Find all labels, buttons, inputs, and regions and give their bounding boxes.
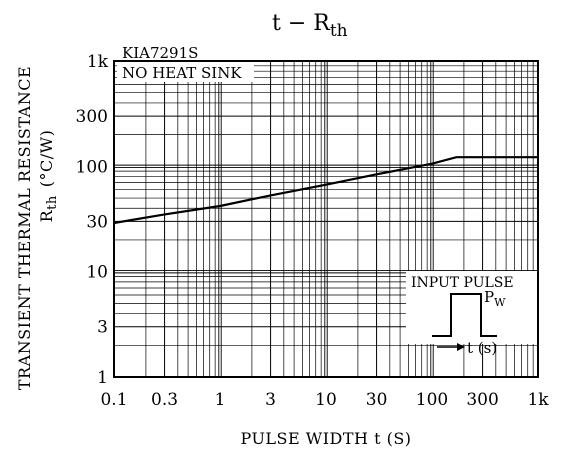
y-tick-labels: 1 3 10 30 100 300 1k bbox=[76, 52, 109, 388]
y-tick-label: 1k bbox=[87, 52, 109, 72]
x-tick-label: 0.3 bbox=[151, 390, 178, 410]
x-tick-label: 100 bbox=[416, 390, 448, 410]
x-tick-label: 1k bbox=[527, 390, 549, 410]
condition-label-bg bbox=[117, 62, 254, 82]
y-axis-rth-sub: th bbox=[45, 195, 60, 210]
chart-title: t − Rth bbox=[272, 11, 348, 41]
y-axis-rth-main: R bbox=[37, 209, 56, 222]
pulse-shape bbox=[432, 293, 497, 337]
x-tick-label: 3 bbox=[265, 390, 276, 410]
x-tick-label: 0.1 bbox=[100, 390, 127, 410]
y-tick-label: 300 bbox=[76, 107, 108, 127]
y-tick-label: 30 bbox=[86, 212, 108, 232]
condition-label: NO HEAT SINK bbox=[122, 64, 242, 82]
y-tick-label: 10 bbox=[86, 263, 108, 283]
chart-title-main: t − R bbox=[272, 11, 331, 36]
x-tick-label: 10 bbox=[315, 390, 337, 410]
y-axis-title-line2: Rth (°C/W) bbox=[37, 130, 60, 223]
time-axis-label: t (s) bbox=[467, 339, 497, 357]
y-tick-label: 1 bbox=[97, 368, 108, 388]
x-axis-title: PULSE WIDTH t (S) bbox=[240, 429, 411, 448]
chart-title-sub: th bbox=[330, 21, 348, 41]
plot-frame bbox=[113, 60, 539, 378]
inset-title: INPUT PULSE bbox=[411, 275, 514, 291]
x-tick-label: 30 bbox=[366, 390, 388, 410]
y-axis-unit: (°C/W) bbox=[37, 130, 56, 188]
pulse-width-label: PW bbox=[484, 288, 506, 309]
part-label: KIA7291S bbox=[122, 44, 198, 62]
time-arrow-head bbox=[457, 343, 465, 351]
y-axis-title-line1: TRANSIENT THERMAL RESISTANCE bbox=[15, 66, 34, 390]
y-tick-label: 3 bbox=[97, 318, 108, 338]
x-tick-label: 1 bbox=[215, 390, 226, 410]
input-pulse-inset: INPUT PULSE PW t (s) bbox=[406, 271, 537, 357]
inset-box bbox=[406, 271, 537, 344]
series-line bbox=[113, 156, 538, 225]
y-tick-label: 100 bbox=[76, 157, 108, 177]
x-tick-label: 300 bbox=[466, 390, 498, 410]
x-tick-labels: 0.1 0.3 1 3 10 30 100 300 1k bbox=[100, 390, 549, 410]
